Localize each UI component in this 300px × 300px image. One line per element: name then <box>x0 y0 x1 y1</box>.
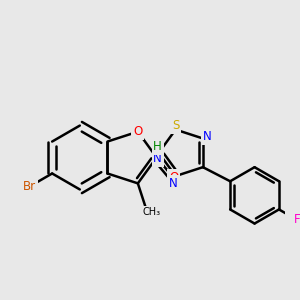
Text: N: N <box>153 152 162 165</box>
Text: F: F <box>294 213 300 226</box>
Text: CH₃: CH₃ <box>142 207 161 217</box>
Text: S: S <box>172 119 179 132</box>
Text: N: N <box>169 177 178 190</box>
Text: O: O <box>133 125 142 138</box>
Text: N: N <box>203 130 212 143</box>
Text: O: O <box>169 171 178 184</box>
Text: H: H <box>153 140 162 153</box>
Text: Br: Br <box>23 180 36 193</box>
